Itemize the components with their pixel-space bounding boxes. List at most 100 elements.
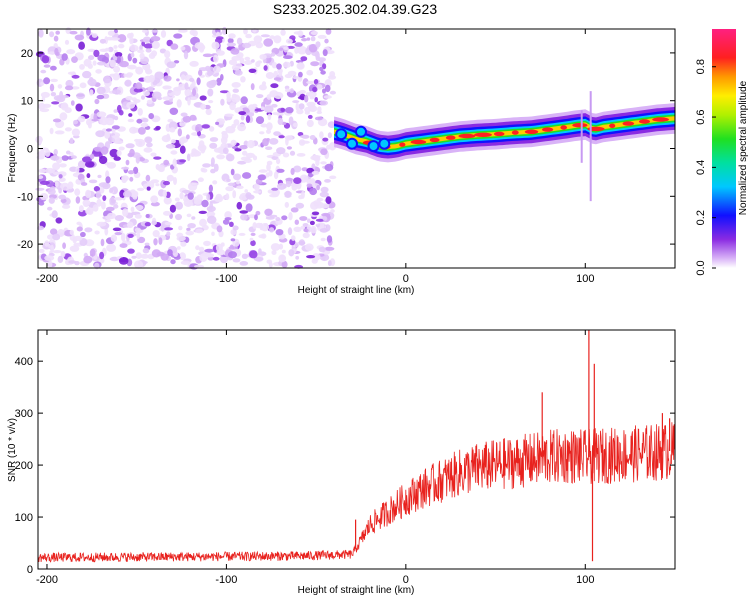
noise-blob (283, 55, 293, 59)
noise-blob (269, 227, 275, 233)
noise-blob (38, 248, 45, 254)
noise-blob (194, 264, 204, 269)
noise-blob (38, 150, 46, 158)
noise-blob (220, 74, 224, 81)
noise-blob (127, 248, 135, 254)
noise-blob (312, 253, 321, 261)
ridge-blob (367, 140, 380, 153)
noise-blob (137, 49, 145, 54)
noise-blob (204, 248, 215, 253)
noise-blob (327, 260, 332, 267)
colorbar-tick-label: 0.2 (695, 210, 707, 225)
noise-blob (281, 249, 286, 254)
noise-blob (269, 138, 279, 145)
noise-blob (236, 37, 243, 45)
noise-blob (299, 216, 308, 221)
noise-blob (229, 102, 236, 111)
noise-blob (95, 69, 102, 74)
noise-blob (222, 147, 229, 155)
noise-blob (38, 102, 46, 110)
noise-blob (148, 74, 155, 83)
spectrogram-x-tick-label: 0 (403, 273, 409, 285)
noise-blob (47, 51, 57, 55)
noise-blob (186, 213, 192, 218)
noise-blob (195, 228, 204, 234)
noise-blob (163, 180, 170, 186)
noise-blob (220, 143, 228, 149)
noise-blob (38, 201, 45, 206)
noise-blob (251, 59, 255, 63)
spectrogram-x-tick-label: -200 (36, 273, 58, 285)
noise-blob (232, 88, 239, 93)
noise-blob (276, 63, 282, 70)
noise-blob (271, 103, 278, 108)
noise-blob (194, 42, 205, 49)
noise-blob (282, 152, 290, 158)
noise-blob (54, 130, 65, 135)
noise-blob (292, 75, 299, 80)
noise-blob (236, 201, 243, 210)
noise-blob (146, 142, 153, 148)
noise-blob (50, 155, 60, 161)
noise-blob (155, 164, 165, 171)
noise-blob (35, 187, 45, 191)
noise-blob (157, 96, 163, 101)
noise-blob (179, 192, 184, 200)
noise-blob (187, 192, 194, 200)
noise-blob (319, 131, 324, 139)
noise-blob (267, 113, 272, 121)
noise-blob (74, 34, 85, 41)
noise-blob (150, 195, 159, 204)
noise-blob (106, 243, 117, 252)
noise-blob (324, 38, 329, 44)
noise-blob (181, 189, 191, 194)
noise-blob (289, 150, 296, 156)
noise-blob (258, 169, 268, 173)
noise-blob (56, 95, 66, 103)
noise-blob (313, 79, 319, 85)
noise-blob (294, 42, 303, 47)
noise-blob (212, 256, 220, 261)
colorbar-gradient (712, 29, 736, 268)
noise-blob (209, 142, 218, 149)
noise-blob (37, 225, 45, 231)
ridge-peak (622, 121, 635, 126)
noise-blob (319, 191, 329, 198)
noise-blob (116, 55, 121, 64)
noise-blob (322, 49, 328, 57)
spectrogram-y-axis-label: Frequency (Hz) (7, 114, 18, 183)
noise-blob (67, 181, 74, 190)
noise-blob (230, 48, 240, 55)
noise-blob (191, 182, 199, 186)
noise-blob (141, 117, 149, 123)
noise-blob (307, 103, 316, 111)
noise-blob (271, 187, 279, 191)
noise-blob (100, 146, 109, 155)
noise-blob (86, 27, 91, 36)
noise-blob (206, 193, 211, 201)
noise-blob (114, 232, 123, 236)
noise-blob (315, 41, 321, 48)
noise-blob (64, 127, 72, 132)
noise-blob (131, 97, 137, 102)
noise-blob (193, 196, 199, 204)
noise-blob (232, 258, 241, 263)
noise-blob (239, 57, 245, 65)
noise-blob (105, 206, 115, 212)
noise-blob (324, 246, 335, 251)
noise-blob (278, 254, 287, 263)
noise-blob (134, 138, 140, 142)
noise-blob (273, 77, 282, 81)
noise-blob (294, 46, 299, 54)
noise-blob (265, 72, 275, 79)
noise-blob (122, 208, 129, 217)
noise-blob (84, 227, 93, 233)
noise-blob (127, 233, 134, 238)
noise-blob (119, 60, 129, 68)
noise-blob (329, 175, 337, 180)
noise-blob (99, 251, 105, 260)
noise-blob (83, 255, 93, 264)
noise-blob (249, 237, 254, 242)
noise-blob (139, 52, 145, 60)
snr-spikes (355, 330, 671, 562)
